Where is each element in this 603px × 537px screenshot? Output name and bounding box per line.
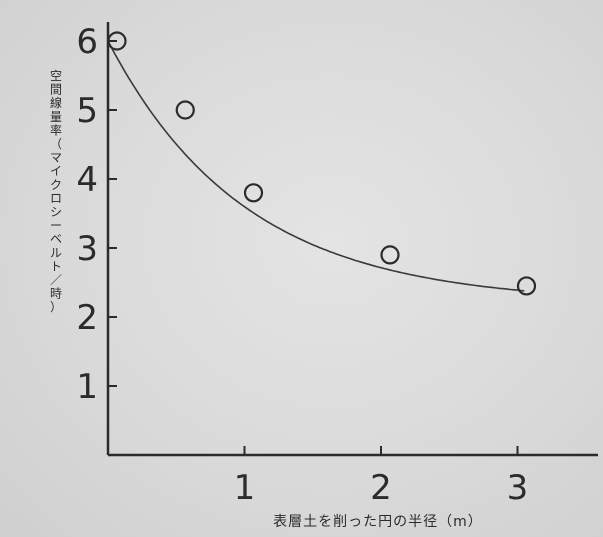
tick-labels: 1 2 3 4 5 6 1 2 3	[76, 22, 528, 508]
y-tick-label: 6	[76, 22, 98, 62]
x-tick-label: 3	[507, 468, 529, 508]
axis-ticks	[108, 40, 519, 455]
y-tick-label: 5	[76, 91, 98, 131]
y-axis-title-char: （	[50, 137, 62, 151]
y-axis-title-char: ク	[50, 178, 62, 192]
data-point	[175, 100, 195, 120]
y-axis-title-char: ル	[50, 246, 62, 260]
y-axis-title-char: イ	[50, 164, 62, 178]
data-point	[516, 276, 537, 296]
y-tick-label: 3	[76, 229, 98, 269]
y-axis-title-char: 時	[50, 287, 62, 301]
y-tick-label: 1	[76, 367, 98, 407]
y-axis-title-char: 率	[50, 122, 62, 137]
y-axis-title-char: ）	[50, 300, 62, 314]
fit-curve	[107, 40, 525, 292]
data-point	[243, 183, 264, 203]
x-tick-label: 2	[370, 468, 392, 508]
x-axis-title: 表層土を削った円の半径（m）	[273, 514, 483, 530]
y-axis-title-char: 間	[50, 83, 62, 97]
y-axis-title-char: ー	[50, 219, 62, 233]
axes	[106, 22, 598, 457]
y-axis-title-char: シ	[50, 205, 62, 219]
data-points	[107, 31, 537, 296]
y-axis-title-char: 量	[50, 110, 62, 124]
y-axis-title-char: ベ	[50, 232, 62, 246]
data-point	[380, 245, 400, 265]
y-axis-title-char: マ	[50, 151, 62, 165]
y-axis-title-char: ト	[50, 259, 62, 273]
data-point	[107, 31, 127, 51]
y-axis-title-char: 空	[50, 69, 62, 83]
y-axis-title-char: ／	[50, 273, 62, 287]
x-tick-label: 1	[234, 468, 256, 508]
y-tick-label: 4	[76, 160, 98, 200]
y-axis-title-char: ロ	[50, 191, 62, 205]
y-tick-label: 2	[76, 298, 98, 338]
y-axis-title-char: 線	[50, 95, 62, 110]
